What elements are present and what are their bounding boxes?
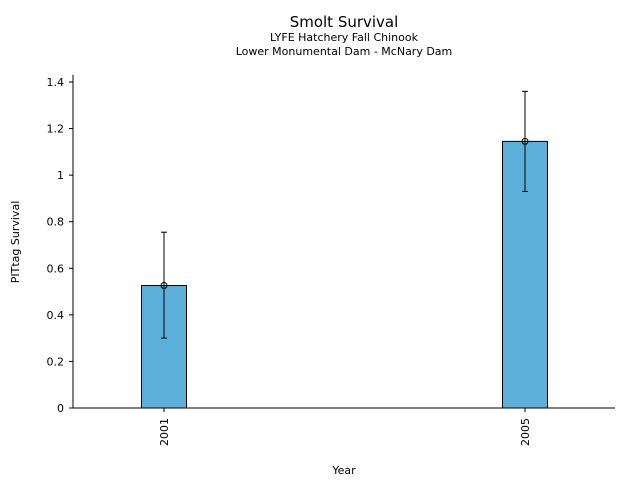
chart-subtitle-line-1: LYFE Hatchery Fall Chinook [270, 31, 418, 44]
y-tick-label: 1.4 [47, 76, 65, 89]
y-axis-label: PITtag Survival [9, 201, 22, 283]
point-marker [160, 282, 168, 290]
y-tick-label: 1 [57, 169, 64, 182]
y-tick-label: 0.4 [47, 309, 65, 322]
chart-title: Smolt Survival [289, 13, 399, 31]
x-axis: 2001 2005 [73, 407, 615, 446]
y-tick-label: 0.6 [47, 262, 65, 275]
chart-subtitle-line-2: Lower Monumental Dam - McNary Dam [235, 45, 453, 58]
x-tick-label: 2005 [519, 418, 532, 446]
x-tick-label: 2001 [158, 418, 171, 446]
y-tick-label: 0.2 [47, 355, 65, 368]
y-axis: 0 0.2 0.4 0.6 0.8 1 1.2 1.4 [47, 75, 74, 415]
point-marker [521, 137, 529, 145]
y-tick-label: 0 [57, 402, 64, 415]
error-bar-series [160, 90, 529, 339]
bar-series [141, 140, 548, 409]
y-tick-label: 1.2 [47, 123, 65, 136]
x-axis-label: Year [331, 464, 356, 477]
y-tick-label: 0.8 [47, 216, 65, 229]
